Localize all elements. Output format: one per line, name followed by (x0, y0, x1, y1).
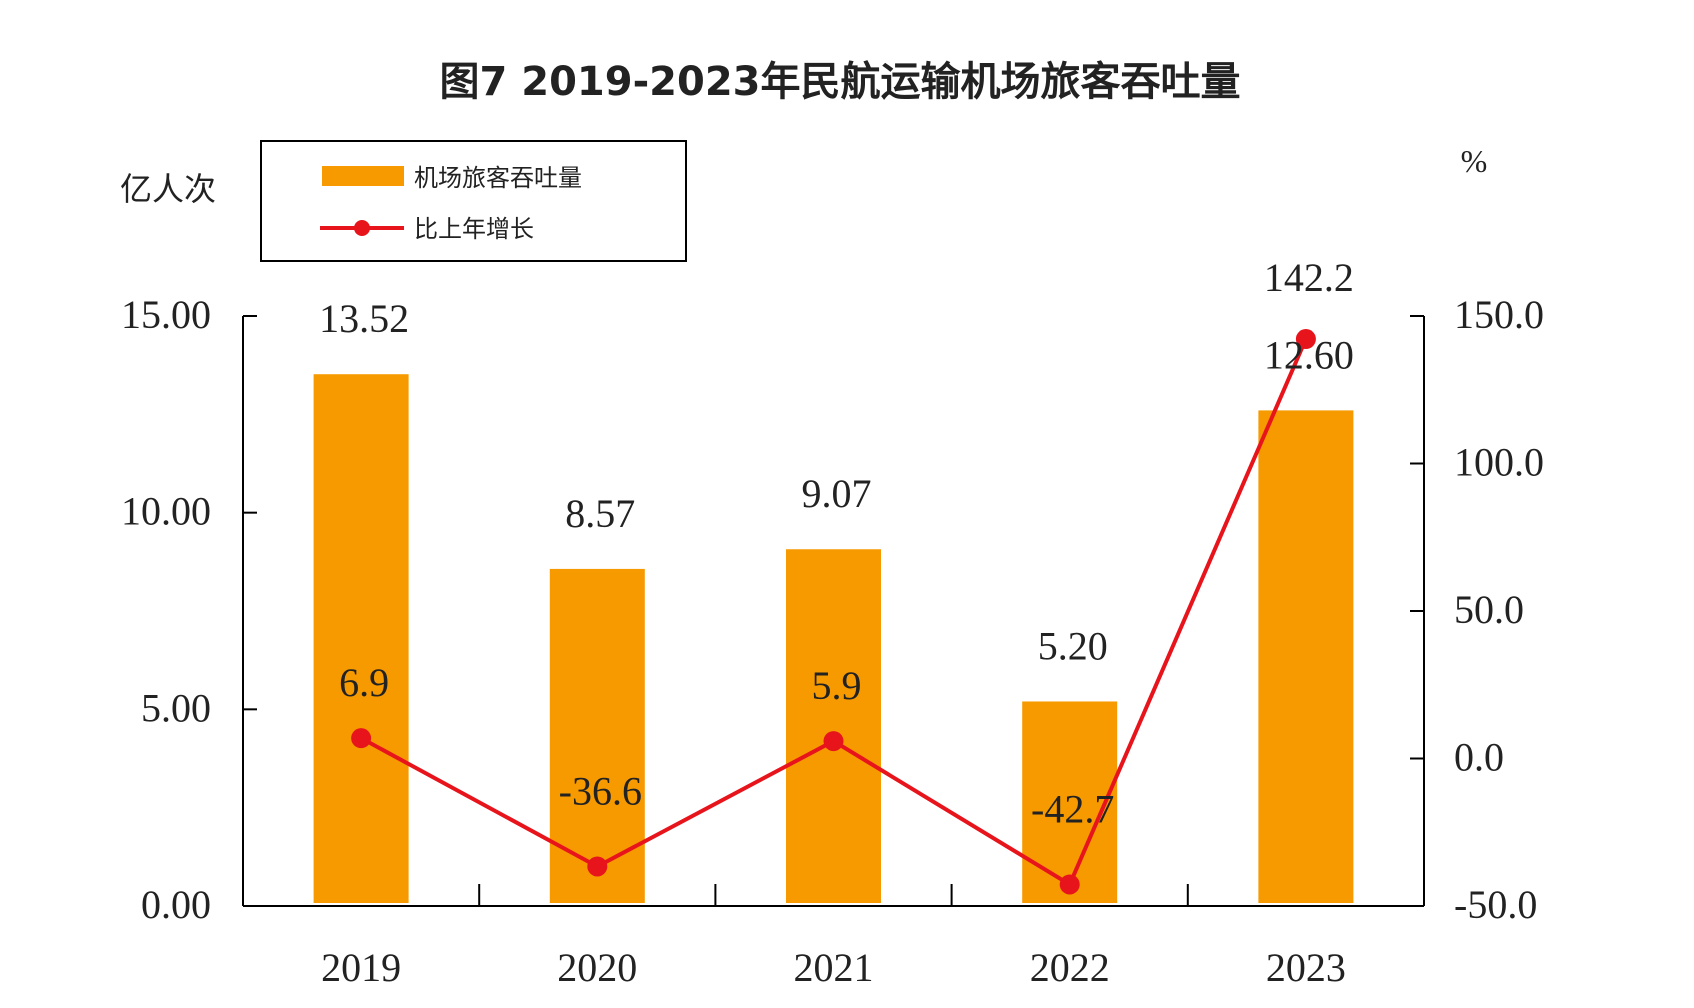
legend-box (260, 140, 687, 262)
left-tick-label-15.00: 15.00 (121, 292, 211, 337)
growth-label-2020: -36.6 (559, 768, 642, 813)
bar-label-2023: 12.60 (1264, 332, 1354, 377)
growth-label-2022: -42.7 (1031, 786, 1114, 831)
bar-label-2021: 9.07 (802, 471, 872, 516)
legend-bar-swatch (322, 166, 404, 186)
bar-2019 (313, 374, 409, 903)
x-tick-label-2020: 2020 (557, 945, 637, 990)
x-tick-label-2021: 2021 (794, 945, 874, 990)
right-axis-unit: % (1461, 143, 1488, 179)
growth-label-2023: 142.2 (1264, 255, 1354, 300)
right-tick-label-150.0: 150.0 (1454, 292, 1544, 337)
left-tick-label-0.00: 0.00 (141, 882, 211, 927)
bar-label-2022: 5.20 (1038, 623, 1108, 668)
right-tick-label--50.0: -50.0 (1454, 882, 1537, 927)
legend-line-label: 比上年增长 (414, 215, 534, 243)
growth-point-2023 (1295, 329, 1316, 350)
left-tick-label-5.00: 5.00 (141, 685, 211, 730)
bar-label-2020: 8.57 (565, 491, 635, 536)
left-tick-label-10.00: 10.00 (121, 489, 211, 534)
right-tick-label-0.0: 0.0 (1454, 735, 1504, 780)
legend: 机场旅客吞吐量 比上年增长 (260, 140, 687, 262)
growth-point-2020 (587, 856, 608, 877)
left-axis-unit: 亿人次 (120, 170, 216, 208)
right-tick-label-50.0: 50.0 (1454, 587, 1524, 632)
bar-2022 (1022, 701, 1118, 903)
right-tick-label-100.0: 100.0 (1454, 440, 1544, 485)
chart-title: 图7 2019-2023年民航运输机场旅客吞吐量 (439, 59, 1240, 105)
bar-2023 (1258, 410, 1354, 903)
bar-2021 (786, 549, 881, 903)
bar-label-2019: 13.52 (319, 296, 409, 341)
growth-label-2021: 5.9 (812, 663, 862, 708)
bar-2020 (549, 568, 645, 903)
x-tick-label-2019: 2019 (321, 945, 401, 990)
legend-line-marker (354, 220, 370, 236)
legend-bar-label: 机场旅客吞吐量 (414, 164, 582, 192)
growth-point-2022 (1059, 874, 1080, 895)
growth-point-2021 (823, 731, 844, 752)
growth-label-2019: 6.9 (339, 660, 389, 705)
x-tick-label-2023: 2023 (1266, 945, 1346, 990)
x-tick-label-2022: 2022 (1030, 945, 1110, 990)
growth-point-2019 (351, 728, 372, 749)
